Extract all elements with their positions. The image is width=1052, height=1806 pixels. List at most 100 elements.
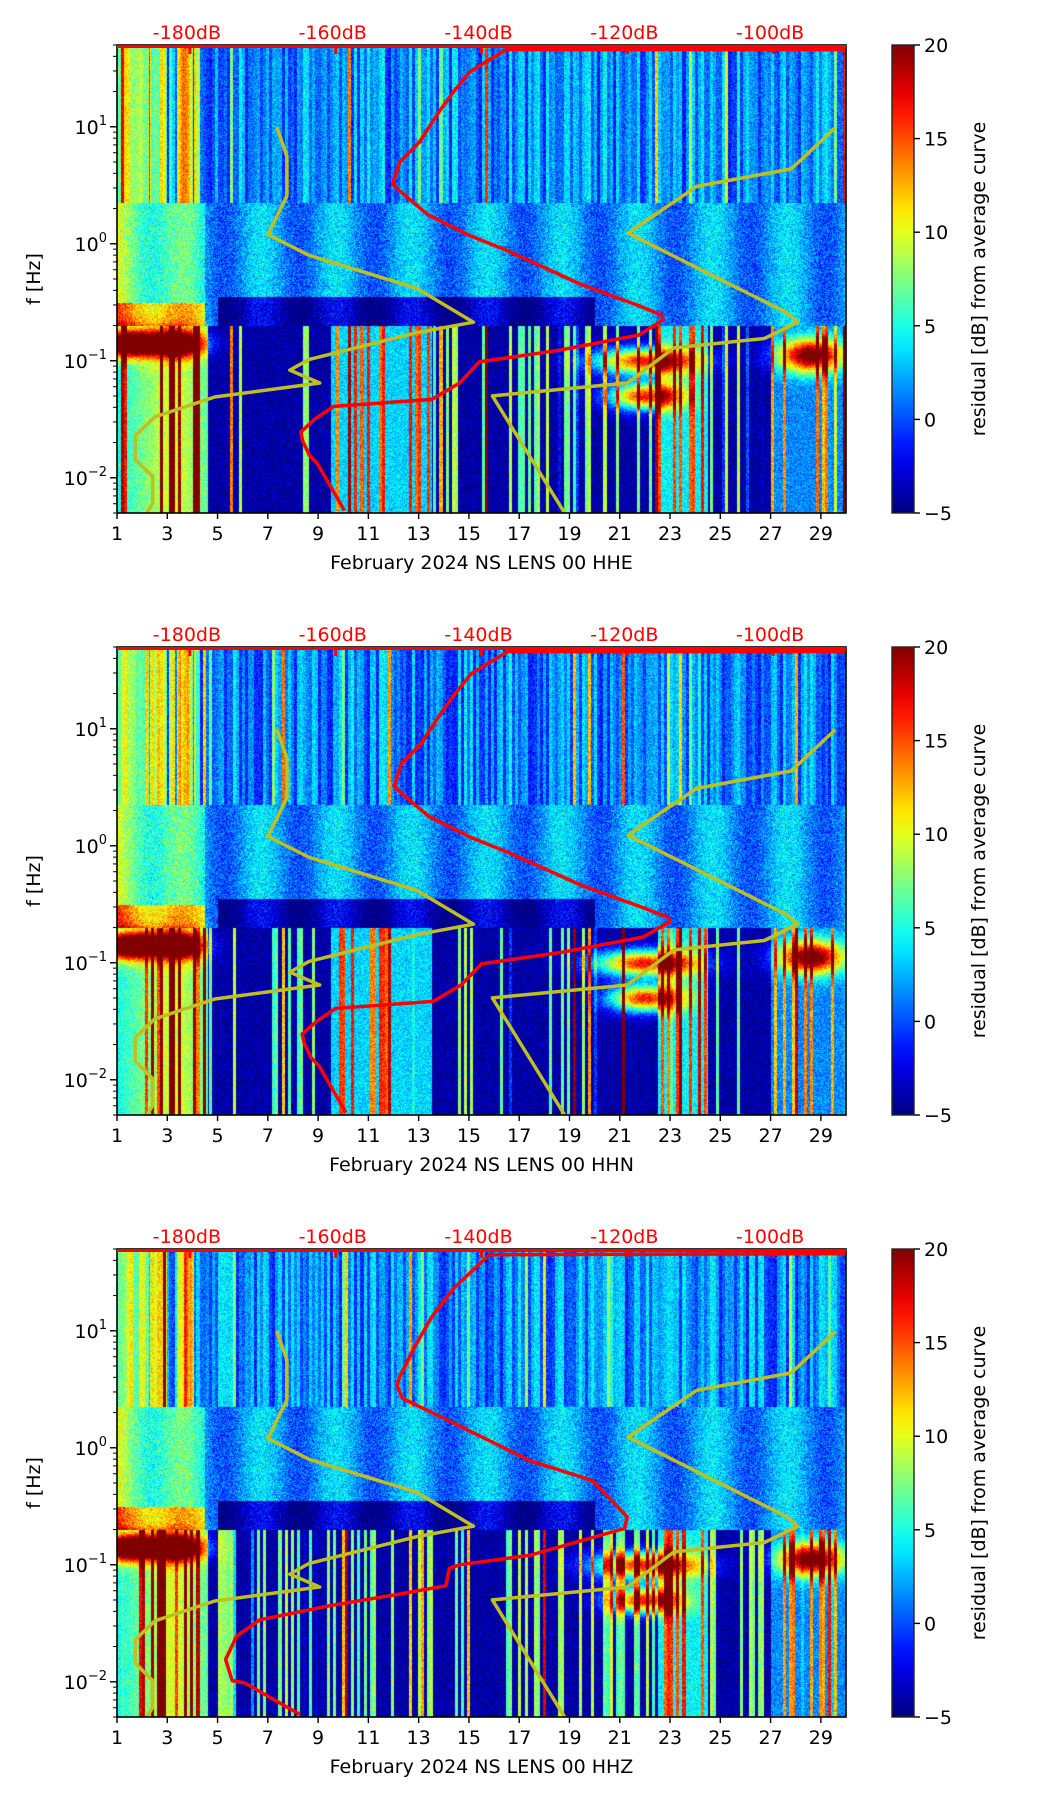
x-tick-label: 19	[557, 1125, 581, 1147]
y-tick-exponent: −1	[88, 950, 107, 965]
average-psd-curve	[223, 1251, 846, 1717]
x-tick-label: 19	[557, 523, 581, 545]
y-tick-label: 101	[75, 1318, 107, 1343]
x-tick-label: 13	[407, 1727, 431, 1749]
y-tick-exponent: 0	[99, 231, 107, 246]
x-tick-label: 23	[658, 523, 682, 545]
y-tick-exponent: 1	[99, 716, 107, 731]
x-tick-label: 3	[161, 523, 173, 545]
y-tick-base: 10	[75, 1321, 99, 1343]
x-tick-label: 3	[161, 1125, 173, 1147]
y-tick-base: 10	[64, 953, 88, 975]
db-tick-label: -120dB	[590, 624, 658, 646]
y-tick-exponent: −2	[88, 1067, 107, 1082]
y-tick-base: 10	[64, 1070, 88, 1092]
y-tick-base: 10	[75, 719, 99, 741]
colorbar	[891, 646, 915, 1116]
x-tick-label: 27	[758, 1727, 782, 1749]
y-tick-base: 10	[64, 1672, 88, 1694]
nhnm-curve	[490, 126, 837, 514]
db-tick-label: -180dB	[153, 624, 221, 646]
y-tick-label: 100	[75, 1435, 107, 1460]
db-tick-label: -140dB	[444, 22, 512, 44]
x-tick-label: 29	[809, 1125, 833, 1147]
y-tick-label: 10−2	[64, 1067, 107, 1092]
colorbar-tick-label: −5	[924, 1105, 952, 1127]
x-tick-label: 7	[262, 1727, 274, 1749]
x-tick-label: 7	[262, 1125, 274, 1147]
x-tick-label: 1	[111, 523, 123, 545]
colorbar-tick-label: 5	[924, 316, 936, 338]
nlnm-curve	[133, 1330, 476, 1718]
db-tick-label: -100dB	[736, 624, 804, 646]
x-tick-label: 5	[212, 523, 224, 545]
x-tick-label: 27	[758, 523, 782, 545]
x-tick-label: 19	[557, 1727, 581, 1749]
x-tick-label: 29	[809, 1727, 833, 1749]
colorbar-tick-label: 10	[924, 222, 948, 244]
colorbar-label: residual [dB] from average curve	[968, 1326, 990, 1641]
y-tick-base: 10	[75, 117, 99, 139]
x-tick-label: 15	[457, 1727, 481, 1749]
y-axis-label: f [Hz]	[23, 855, 45, 907]
colorbar-tick-label: 0	[924, 409, 936, 431]
y-tick-base: 10	[64, 351, 88, 373]
spectrogram-image	[117, 45, 846, 513]
x-tick-label: 13	[407, 523, 431, 545]
x-tick-label: 1	[111, 1125, 123, 1147]
x-tick-label: 21	[608, 1727, 632, 1749]
db-tick-label: -160dB	[299, 1226, 367, 1248]
x-tick-label: 15	[457, 523, 481, 545]
colorbar-tick-label: 5	[924, 918, 936, 940]
colorbar-tick-label: 15	[924, 129, 948, 151]
y-tick-label: 10−2	[64, 1669, 107, 1694]
x-tick-label: 13	[407, 1125, 431, 1147]
x-tick-label: 17	[507, 1125, 531, 1147]
spectrogram-panel-hhe: 1 3 5 7 9 11 13 15 17 19 21 23 25 27 29 February 2024 N…	[0, 0, 1052, 602]
x-tick-label: 5	[212, 1125, 224, 1147]
spectrogram-panel-hhz: 1 3 5 7 9 11 13 15 17 19 21 23 25 27 29 February 2024 N…	[0, 1204, 1052, 1806]
colorbar-tick-label: 15	[924, 731, 948, 753]
colorbar	[891, 1248, 915, 1718]
db-tick-label: -180dB	[153, 1226, 221, 1248]
colorbar-label: residual [dB] from average curve	[968, 724, 990, 1039]
db-tick-label: -100dB	[736, 22, 804, 44]
x-tick-label: 25	[708, 1727, 732, 1749]
y-tick-label: 10−1	[64, 348, 107, 373]
colorbar-label: residual [dB] from average curve	[968, 122, 990, 437]
colorbar	[891, 44, 915, 514]
x-tick-label: 27	[758, 1125, 782, 1147]
y-tick-base: 10	[64, 468, 88, 490]
spectrogram-panel-hhn: 1 3 5 7 9 11 13 15 17 19 21 23 25 27 29 February 2024 N…	[0, 602, 1052, 1204]
x-tick-label: 17	[507, 1727, 531, 1749]
colorbar-tick-label: 15	[924, 1333, 948, 1355]
y-axis-label: f [Hz]	[23, 253, 45, 305]
x-tick-label: 29	[809, 523, 833, 545]
colorbar-tick-label: 20	[924, 1239, 948, 1261]
y-tick-exponent: −2	[88, 1669, 107, 1684]
plot-frame	[116, 1248, 847, 1718]
y-tick-exponent: −1	[88, 348, 107, 363]
db-tick-label: -140dB	[444, 624, 512, 646]
x-tick-label: 5	[212, 1727, 224, 1749]
colorbar-tick-label: −5	[924, 503, 952, 525]
colorbar-tick-label: 20	[924, 637, 948, 659]
x-tick-label: 1	[111, 1727, 123, 1749]
y-tick-label: 10−1	[64, 1552, 107, 1577]
y-tick-label: 10−2	[64, 465, 107, 490]
colorbar-tick-label: 20	[924, 35, 948, 57]
x-axis-label: February 2024 NS LENS 00 HHN	[329, 1154, 634, 1176]
y-tick-base: 10	[64, 1555, 88, 1577]
x-tick-label: 3	[161, 1727, 173, 1749]
nhnm-curve	[490, 1330, 837, 1718]
db-tick-label: -100dB	[736, 1226, 804, 1248]
y-tick-label: 100	[75, 231, 107, 256]
colorbar-tick-label: 0	[924, 1011, 936, 1033]
x-tick-label: 21	[608, 523, 632, 545]
nlnm-curve	[133, 728, 476, 1116]
y-axis-label: f [Hz]	[23, 1457, 45, 1509]
x-tick-label: 17	[507, 523, 531, 545]
